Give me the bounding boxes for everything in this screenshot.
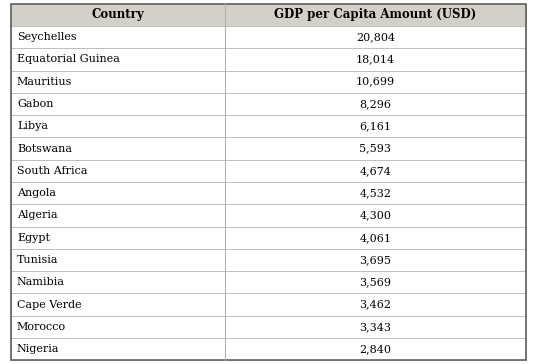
Bar	[11, 271, 224, 293]
Bar	[224, 293, 526, 316]
Bar	[224, 204, 526, 226]
Text: 4,300: 4,300	[359, 210, 391, 221]
Text: Angola: Angola	[17, 188, 56, 198]
Bar	[224, 316, 526, 338]
Text: Country: Country	[91, 8, 144, 21]
Text: Morocco: Morocco	[17, 322, 66, 332]
Bar	[11, 338, 224, 360]
Bar	[11, 204, 224, 226]
Bar	[224, 4, 526, 26]
Text: Seychelles: Seychelles	[17, 32, 77, 42]
Bar	[11, 293, 224, 316]
Bar	[224, 26, 526, 48]
Text: 10,699: 10,699	[356, 77, 395, 87]
Text: 3,695: 3,695	[359, 255, 391, 265]
Text: 3,569: 3,569	[359, 277, 391, 287]
Bar	[11, 226, 224, 249]
Bar	[11, 249, 224, 271]
Text: Egypt: Egypt	[17, 233, 50, 243]
Text: 18,014: 18,014	[356, 54, 395, 64]
Text: Tunisia: Tunisia	[17, 255, 59, 265]
Bar	[11, 182, 224, 204]
Bar	[224, 271, 526, 293]
Text: 6,161: 6,161	[359, 121, 391, 131]
Text: 8,296: 8,296	[359, 99, 391, 109]
Text: GDP per Capita Amount (USD): GDP per Capita Amount (USD)	[274, 8, 477, 21]
Text: Nigeria: Nigeria	[17, 344, 60, 354]
Bar	[11, 316, 224, 338]
Bar	[224, 160, 526, 182]
Bar	[224, 93, 526, 115]
Bar	[224, 137, 526, 160]
Bar	[224, 182, 526, 204]
Bar	[11, 137, 224, 160]
Bar	[11, 160, 224, 182]
Text: 20,804: 20,804	[356, 32, 395, 42]
Bar	[11, 71, 224, 93]
Bar	[11, 115, 224, 137]
Bar	[224, 249, 526, 271]
Bar	[224, 48, 526, 71]
Text: 3,462: 3,462	[359, 300, 391, 310]
Text: 3,343: 3,343	[359, 322, 391, 332]
Text: 4,532: 4,532	[359, 188, 391, 198]
Text: South Africa: South Africa	[17, 166, 88, 176]
Text: Cape Verde: Cape Verde	[17, 300, 82, 310]
Text: Libya: Libya	[17, 121, 48, 131]
Bar	[11, 93, 224, 115]
Bar	[224, 115, 526, 137]
Bar	[224, 338, 526, 360]
Text: Botswana: Botswana	[17, 143, 72, 154]
Text: Gabon: Gabon	[17, 99, 53, 109]
Text: Namibia: Namibia	[17, 277, 65, 287]
Text: 5,593: 5,593	[359, 143, 391, 154]
Bar	[224, 71, 526, 93]
Text: Mauritius: Mauritius	[17, 77, 72, 87]
Text: 4,061: 4,061	[359, 233, 391, 243]
Text: Algeria: Algeria	[17, 210, 57, 221]
Bar	[11, 4, 224, 26]
Bar	[11, 48, 224, 71]
Bar	[11, 26, 224, 48]
Text: 4,674: 4,674	[360, 166, 391, 176]
Text: Equatorial Guinea: Equatorial Guinea	[17, 54, 120, 64]
Bar	[224, 226, 526, 249]
Text: 2,840: 2,840	[359, 344, 391, 354]
